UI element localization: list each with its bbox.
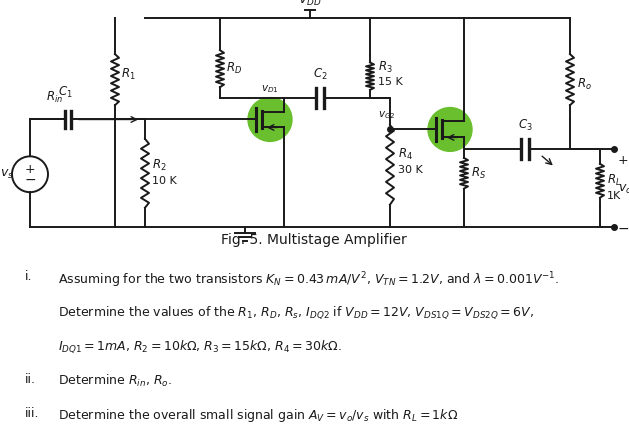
Text: 15 K: 15 K — [378, 77, 403, 86]
Text: +: + — [25, 163, 35, 176]
Text: 10 K: 10 K — [152, 176, 177, 186]
Text: $R_2$: $R_2$ — [152, 158, 167, 173]
Text: $R_{in}$: $R_{in}$ — [46, 90, 63, 105]
Text: $C_1$: $C_1$ — [58, 85, 72, 100]
Text: −: − — [618, 222, 629, 236]
Text: +: + — [618, 154, 628, 167]
Text: Determine the overall small signal gain $A_V = v_o/v_s$ with $R_L = 1k\Omega$: Determine the overall small signal gain … — [58, 407, 459, 424]
Text: $v_s$: $v_s$ — [0, 168, 14, 181]
Text: $R_S$: $R_S$ — [471, 166, 486, 181]
Text: −: − — [24, 173, 36, 187]
Text: $C_2$: $C_2$ — [313, 67, 327, 82]
Text: 30 K: 30 K — [398, 165, 423, 175]
Text: $R_o$: $R_o$ — [577, 77, 592, 92]
Text: ii.: ii. — [25, 373, 36, 386]
Text: $I_{DQ1} = 1mA$, $R_2 = 10k\Omega$, $R_3 = 15k\Omega$, $R_4 = 30k\Omega$.: $I_{DQ1} = 1mA$, $R_2 = 10k\Omega$, $R_3… — [58, 339, 342, 355]
Text: $R_4$: $R_4$ — [398, 147, 413, 162]
Text: Fig. 5. Multistage Amplifier: Fig. 5. Multistage Amplifier — [221, 233, 407, 247]
Text: 1K: 1K — [607, 191, 621, 201]
Text: Determine the values of the $R_1$, $R_D$, $R_s$, $I_{DQ2}$ if $V_{DD} = 12V$, $V: Determine the values of the $R_1$, $R_D$… — [58, 304, 535, 321]
Circle shape — [248, 97, 292, 142]
Text: i.: i. — [25, 270, 32, 283]
Text: iii.: iii. — [25, 407, 39, 420]
Text: $R_3$: $R_3$ — [378, 60, 392, 75]
Text: Assuming for the two transistors $K_N = 0.43\,mA/V^2$, $V_{TN} = 1.2V$, and $\la: Assuming for the two transistors $K_N = … — [58, 270, 560, 290]
Text: $v_{D1}$: $v_{D1}$ — [261, 83, 279, 95]
Text: $v_{G2}$: $v_{G2}$ — [378, 109, 396, 121]
Circle shape — [428, 108, 472, 151]
Text: $R_L$: $R_L$ — [607, 173, 621, 188]
Text: $V_{DD}$: $V_{DD}$ — [298, 0, 322, 8]
Text: $R_1$: $R_1$ — [121, 67, 136, 82]
Text: $R_D$: $R_D$ — [226, 61, 242, 76]
Text: $v_o$: $v_o$ — [618, 183, 629, 196]
Text: Determine $R_{in}$, $R_o$.: Determine $R_{in}$, $R_o$. — [58, 373, 172, 389]
Text: $C_3$: $C_3$ — [518, 118, 532, 134]
